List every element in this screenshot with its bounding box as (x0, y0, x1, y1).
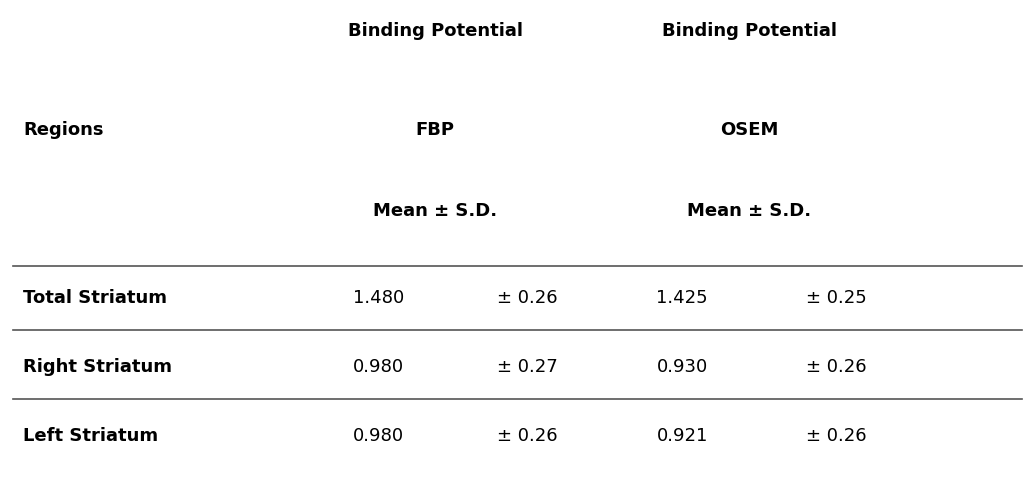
Text: OSEM: OSEM (720, 121, 778, 139)
Text: ± 0.26: ± 0.26 (497, 289, 558, 307)
Text: Binding Potential: Binding Potential (661, 22, 836, 40)
Text: 0.921: 0.921 (656, 427, 708, 445)
Text: ± 0.27: ± 0.27 (497, 358, 558, 376)
Text: Regions: Regions (24, 121, 104, 139)
Text: 1.480: 1.480 (353, 289, 404, 307)
Text: ± 0.26: ± 0.26 (805, 427, 866, 445)
Text: Total Striatum: Total Striatum (24, 289, 168, 307)
Text: 0.980: 0.980 (353, 427, 404, 445)
Text: ± 0.25: ± 0.25 (805, 289, 866, 307)
Text: Binding Potential: Binding Potential (348, 22, 523, 40)
Text: FBP: FBP (416, 121, 454, 139)
Text: ± 0.26: ± 0.26 (497, 427, 558, 445)
Text: Mean ± S.D.: Mean ± S.D. (373, 202, 497, 220)
Text: Mean ± S.D.: Mean ± S.D. (687, 202, 811, 220)
Text: ± 0.26: ± 0.26 (805, 358, 866, 376)
Text: Right Striatum: Right Striatum (24, 358, 173, 376)
Text: 0.980: 0.980 (353, 358, 404, 376)
Text: 0.930: 0.930 (656, 358, 708, 376)
Text: Left Striatum: Left Striatum (24, 427, 158, 445)
Text: 1.425: 1.425 (656, 289, 708, 307)
